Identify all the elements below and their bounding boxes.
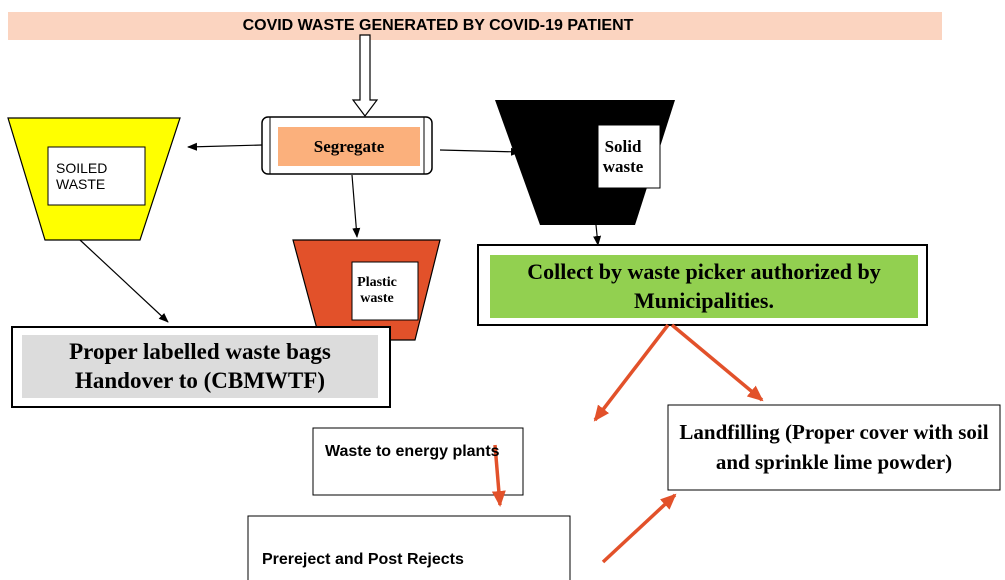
segregate-fill — [278, 127, 420, 166]
bags-fill — [22, 335, 378, 398]
node-label: Proper labelled waste bags Handover to (… — [69, 338, 331, 393]
arrow — [439, 147, 521, 156]
node-label: Prereject and Post Rejects — [262, 551, 464, 568]
node-label: SOILED WASTE — [56, 160, 108, 192]
title: COVID WASTE GENERATED BY COVID-19 PATIEN… — [242, 17, 634, 34]
orange-arrow — [593, 323, 670, 422]
energy-box — [312, 427, 524, 496]
label-box — [597, 124, 661, 189]
node-label: Waste to energy plants — [325, 443, 500, 460]
arrow — [187, 142, 263, 151]
orange-arrow — [491, 444, 506, 507]
label-box — [47, 146, 146, 206]
orange-arrow — [670, 323, 764, 402]
orange-arrow — [601, 493, 677, 564]
node-label: Collect by waste picker authorized by Mu… — [527, 258, 881, 313]
arrow — [79, 239, 169, 323]
landfill-box — [667, 404, 1001, 491]
label-box — [351, 261, 419, 321]
node-label: Landfilling (Proper cover with soil and … — [679, 420, 989, 474]
collect-fill — [490, 255, 918, 318]
node-label: Plastic waste — [357, 275, 397, 306]
arrow — [351, 174, 361, 238]
hollow-arrow — [351, 34, 379, 117]
reject-box — [247, 515, 571, 580]
node-label: Solid waste — [602, 136, 644, 176]
node-label: Segregate — [313, 136, 385, 156]
title-banner — [8, 12, 942, 40]
